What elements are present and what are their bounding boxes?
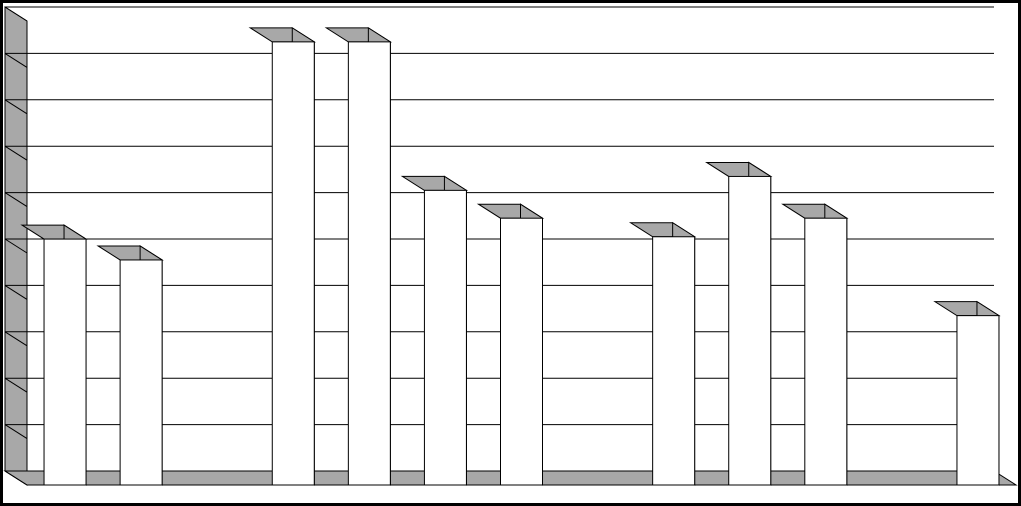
- bar-chart-3d: [0, 0, 1021, 506]
